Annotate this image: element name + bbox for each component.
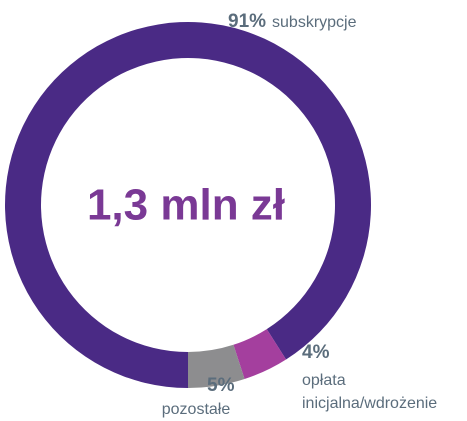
value-label: 5% — [207, 375, 235, 396]
donut-slice — [233, 329, 287, 380]
category-label: opłata — [302, 372, 346, 389]
center-label: 1,3 mln zł — [87, 181, 285, 230]
value-label: 4% — [302, 342, 330, 363]
value-label: 91% — [228, 11, 266, 32]
donut-slice — [188, 344, 245, 388]
category-label: pozostałe — [162, 401, 231, 418]
category-label: subskrypcje — [272, 14, 357, 31]
category-label: inicjalna/wdrożenie — [302, 395, 437, 412]
